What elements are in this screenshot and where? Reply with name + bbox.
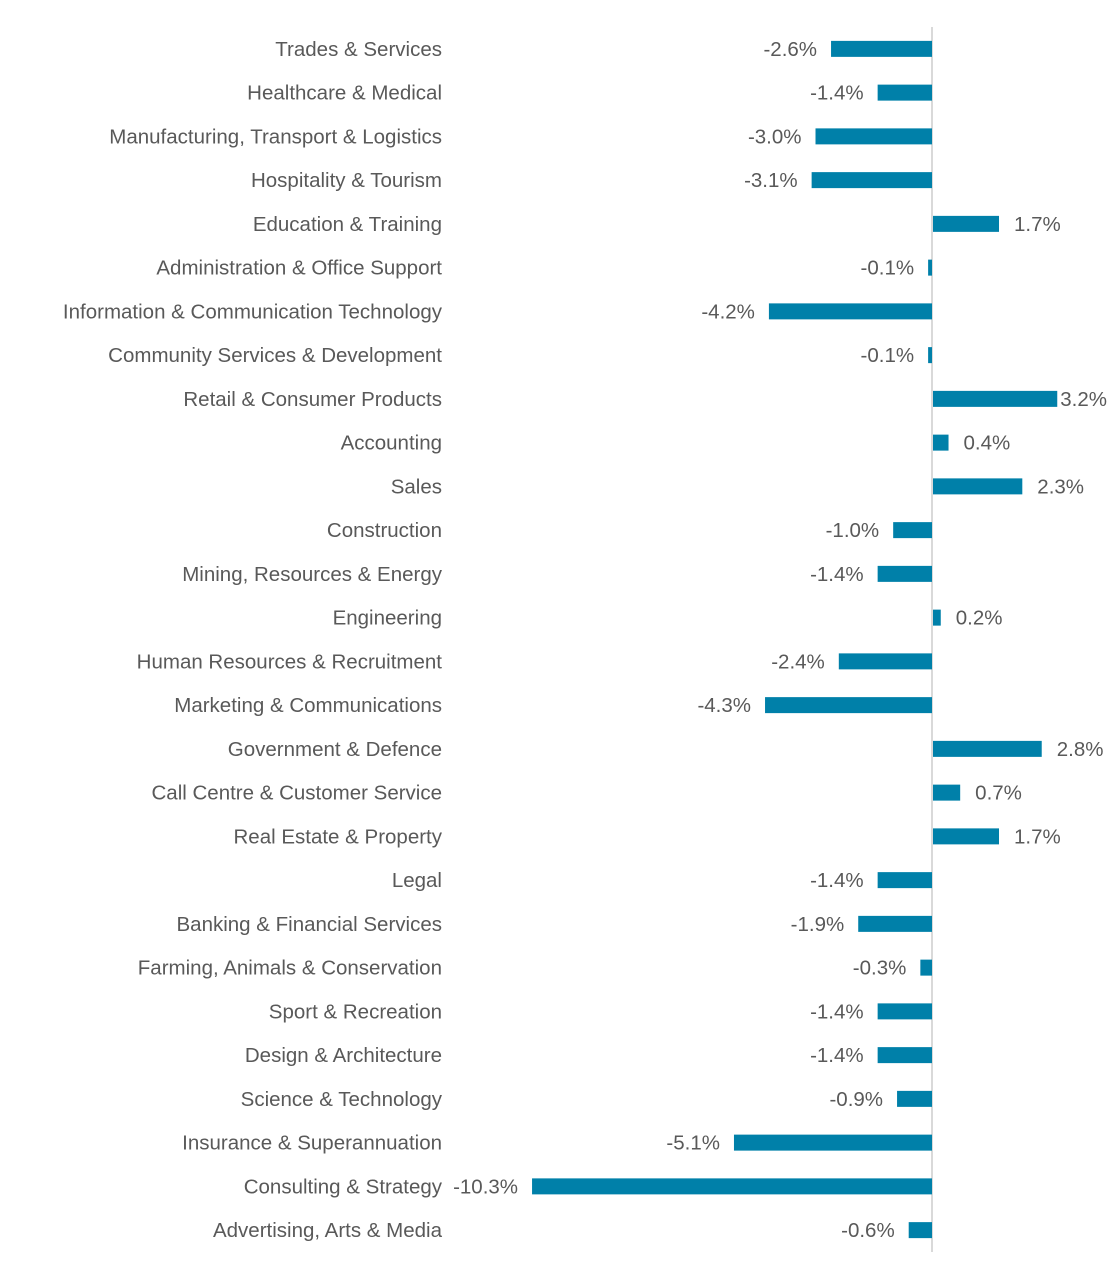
value-label: 1.7% (1014, 213, 1061, 236)
value-label: 0.2% (956, 607, 1003, 630)
bar (831, 40, 932, 57)
value-label: -1.4% (810, 82, 864, 105)
bar (908, 1222, 932, 1239)
value-label: -1.9% (791, 913, 845, 936)
category-label: Sport & Recreation (269, 1000, 442, 1023)
category-labels-group: Trades & Services Healthcare & Medical Man… (63, 38, 443, 1242)
value-label: -1.4% (810, 1044, 864, 1067)
category-label: Information & Communication Technology (63, 300, 443, 323)
category-label: Human Resources & Recruitment (137, 650, 443, 673)
value-label: -4.3% (697, 694, 751, 717)
category-label: Real Estate & Property (233, 825, 442, 848)
category-label: Administration & Office Support (156, 257, 442, 280)
value-label: 0.4% (964, 432, 1011, 455)
bar (933, 740, 1042, 757)
category-label: Consulting & Strategy (244, 1175, 443, 1198)
value-label: -3.0% (748, 125, 802, 148)
bar (532, 1178, 932, 1195)
bar (858, 915, 932, 932)
category-label: Farming, Animals & Conservation (138, 957, 442, 980)
value-label: -2.6% (763, 38, 817, 61)
bar (928, 259, 932, 276)
bar (877, 84, 932, 101)
bar (933, 609, 941, 626)
bar (893, 522, 932, 539)
bar (933, 828, 1000, 845)
value-label: -0.6% (841, 1219, 895, 1242)
bar (920, 959, 932, 976)
category-label: Mining, Resources & Energy (182, 563, 443, 586)
bars-group (532, 40, 1058, 1239)
value-label: -10.3% (453, 1175, 518, 1198)
category-label: Advertising, Arts & Media (213, 1219, 443, 1242)
bar (933, 215, 1000, 232)
value-label: 2.8% (1057, 738, 1104, 761)
category-label: Retail & Consumer Products (183, 388, 442, 411)
value-label: -0.1% (861, 257, 915, 280)
bar (897, 1090, 932, 1107)
category-label: Banking & Financial Services (177, 913, 443, 936)
bar (815, 128, 932, 145)
value-label: -5.1% (666, 1132, 720, 1155)
category-label: Design & Architecture (245, 1044, 442, 1067)
bar (933, 434, 949, 451)
category-label: Government & Defence (228, 738, 442, 761)
category-label: Sales (391, 475, 442, 498)
value-label: -3.1% (744, 169, 798, 192)
value-label: 1.7% (1014, 825, 1061, 848)
value-label: 0.7% (975, 782, 1022, 805)
bar (733, 1134, 932, 1151)
bar (765, 697, 932, 714)
category-label: Trades & Services (275, 38, 442, 61)
value-label: -1.4% (810, 563, 864, 586)
value-label: -1.0% (826, 519, 880, 542)
category-label: Healthcare & Medical (247, 82, 442, 105)
value-label: -0.3% (853, 957, 907, 980)
bar (768, 303, 932, 320)
value-label: -0.1% (861, 344, 915, 367)
bar (877, 1047, 932, 1064)
bar (933, 784, 961, 801)
bar (811, 172, 932, 189)
value-labels-group: -2.6% -1.4% -3.0% -3.1% 1.7% -0.1% -4.2% -0.1% 3… (453, 38, 1107, 1242)
value-label: -1.4% (810, 1000, 864, 1023)
category-label: Community Services & Development (108, 344, 442, 367)
category-label: Accounting (341, 432, 442, 455)
bar (877, 565, 932, 582)
category-label: Education & Training (253, 213, 442, 236)
bar (877, 872, 932, 889)
category-label: Science & Technology (241, 1088, 443, 1111)
category-label: Marketing & Communications (174, 694, 442, 717)
category-label: Engineering (333, 607, 442, 630)
category-label: Construction (327, 519, 442, 542)
bar (933, 478, 1023, 495)
value-label: -4.2% (701, 300, 755, 323)
bar (933, 390, 1058, 407)
bar (928, 347, 932, 364)
value-label: 3.2% (1060, 388, 1107, 411)
category-label: Insurance & Superannuation (182, 1132, 442, 1155)
bar (838, 653, 932, 670)
category-label: Legal (392, 869, 442, 892)
value-label: 2.3% (1037, 475, 1084, 498)
bar (877, 1003, 932, 1020)
value-label: -2.4% (771, 650, 825, 673)
value-label: -0.9% (829, 1088, 883, 1111)
category-label: Call Centre & Customer Service (151, 782, 442, 805)
category-label: Hospitality & Tourism (251, 169, 442, 192)
category-label: Manufacturing, Transport & Logistics (109, 125, 442, 148)
value-label: -1.4% (810, 869, 864, 892)
